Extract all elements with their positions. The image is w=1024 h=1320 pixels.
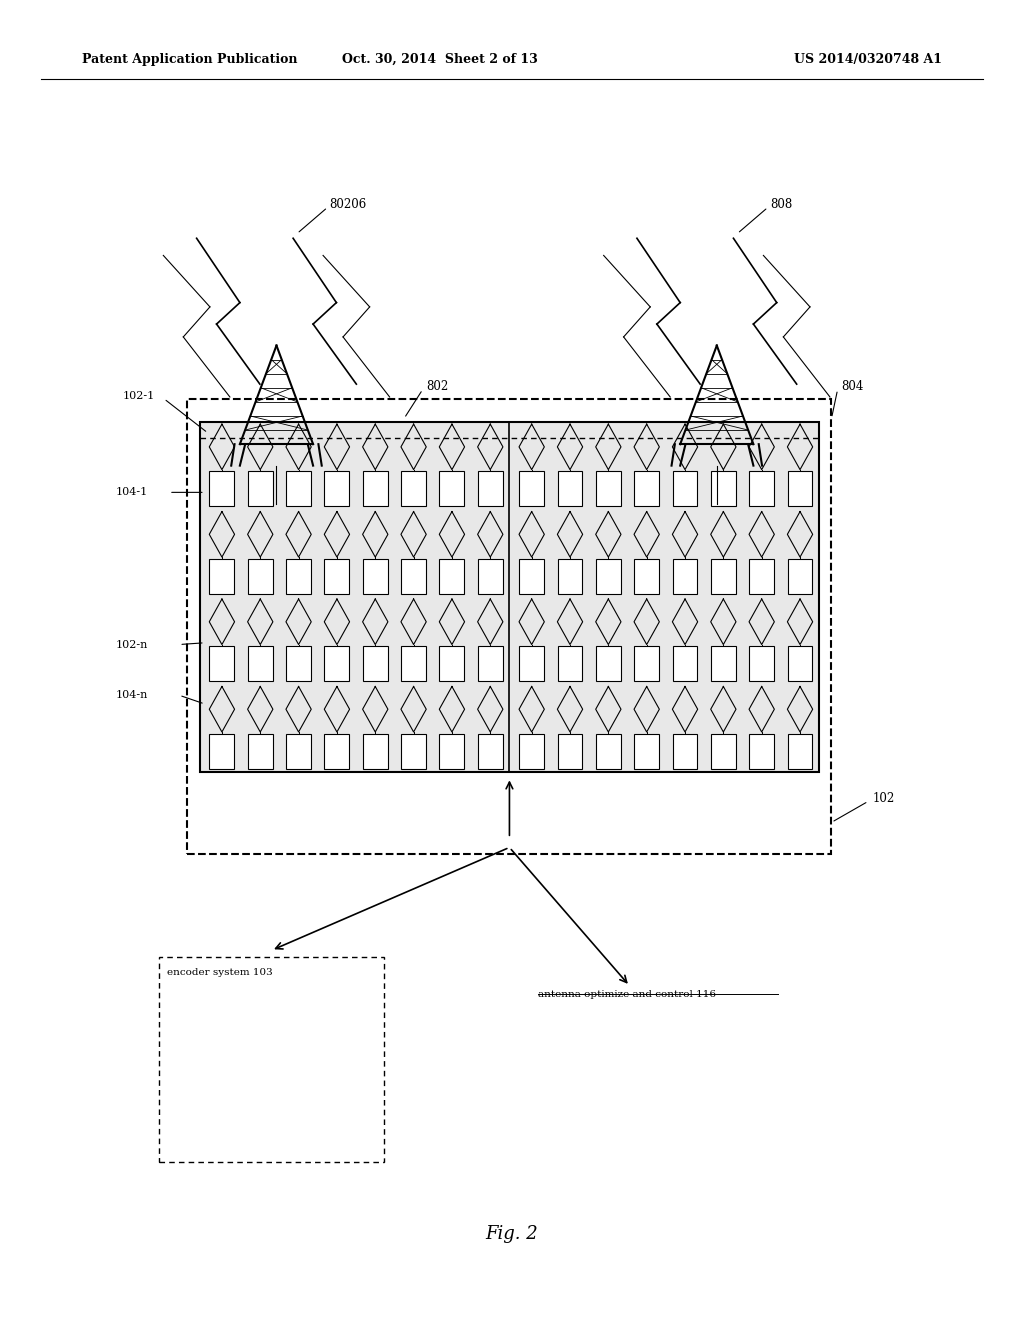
- Bar: [478, 471, 503, 507]
- Bar: [248, 558, 272, 594]
- Bar: [557, 647, 583, 681]
- Bar: [596, 558, 621, 594]
- Bar: [325, 734, 349, 768]
- Bar: [673, 647, 697, 681]
- Bar: [248, 734, 272, 768]
- Bar: [711, 471, 736, 507]
- Bar: [557, 734, 583, 768]
- Bar: [519, 647, 544, 681]
- Text: Fig. 2: Fig. 2: [485, 1225, 539, 1243]
- Text: 804: 804: [842, 380, 864, 393]
- Bar: [711, 734, 736, 768]
- Bar: [557, 471, 583, 507]
- Bar: [673, 471, 697, 507]
- Bar: [401, 734, 426, 768]
- Bar: [519, 734, 544, 768]
- Text: Oct. 30, 2014  Sheet 2 of 13: Oct. 30, 2014 Sheet 2 of 13: [342, 53, 539, 66]
- Text: antenna optimize and control 116: antenna optimize and control 116: [538, 990, 716, 999]
- Bar: [787, 647, 812, 681]
- Bar: [210, 558, 234, 594]
- Bar: [596, 647, 621, 681]
- Bar: [519, 471, 544, 507]
- Bar: [750, 558, 774, 594]
- Bar: [210, 471, 234, 507]
- Bar: [478, 734, 503, 768]
- Text: 104-n: 104-n: [116, 690, 148, 700]
- Bar: [200, 422, 819, 772]
- Bar: [248, 471, 272, 507]
- Bar: [673, 558, 697, 594]
- Bar: [401, 471, 426, 507]
- Text: 102: 102: [872, 792, 895, 805]
- Bar: [519, 558, 544, 594]
- Bar: [787, 471, 812, 507]
- Bar: [325, 647, 349, 681]
- Bar: [596, 471, 621, 507]
- Bar: [596, 734, 621, 768]
- Bar: [557, 558, 583, 594]
- Bar: [286, 734, 311, 768]
- Bar: [787, 734, 812, 768]
- Text: encoder system 103: encoder system 103: [167, 968, 272, 977]
- Bar: [750, 734, 774, 768]
- Bar: [286, 471, 311, 507]
- Text: 808: 808: [770, 198, 793, 211]
- Bar: [187, 399, 831, 854]
- Bar: [325, 471, 349, 507]
- Bar: [362, 647, 388, 681]
- Bar: [362, 471, 388, 507]
- Text: Patent Application Publication: Patent Application Publication: [82, 53, 297, 66]
- Text: 80206: 80206: [330, 198, 367, 211]
- Text: US 2014/0320748 A1: US 2014/0320748 A1: [794, 53, 942, 66]
- Bar: [401, 558, 426, 594]
- Text: 102-1: 102-1: [123, 391, 155, 401]
- Bar: [401, 647, 426, 681]
- Bar: [325, 558, 349, 594]
- Bar: [673, 734, 697, 768]
- Bar: [210, 734, 234, 768]
- Bar: [787, 558, 812, 594]
- Bar: [634, 734, 659, 768]
- Bar: [478, 558, 503, 594]
- Bar: [634, 558, 659, 594]
- Bar: [159, 957, 384, 1162]
- Bar: [439, 647, 465, 681]
- Bar: [248, 647, 272, 681]
- Bar: [711, 558, 736, 594]
- Bar: [286, 647, 311, 681]
- Bar: [362, 734, 388, 768]
- Bar: [634, 647, 659, 681]
- Bar: [634, 471, 659, 507]
- Bar: [750, 471, 774, 507]
- Bar: [362, 558, 388, 594]
- Bar: [210, 647, 234, 681]
- Bar: [286, 558, 311, 594]
- Bar: [750, 647, 774, 681]
- Bar: [478, 647, 503, 681]
- Text: 802: 802: [426, 380, 449, 393]
- Bar: [711, 647, 736, 681]
- Bar: [439, 558, 465, 594]
- Bar: [439, 471, 465, 507]
- Text: 104-1: 104-1: [116, 487, 147, 498]
- Bar: [439, 734, 465, 768]
- Text: 102-n: 102-n: [116, 639, 148, 649]
